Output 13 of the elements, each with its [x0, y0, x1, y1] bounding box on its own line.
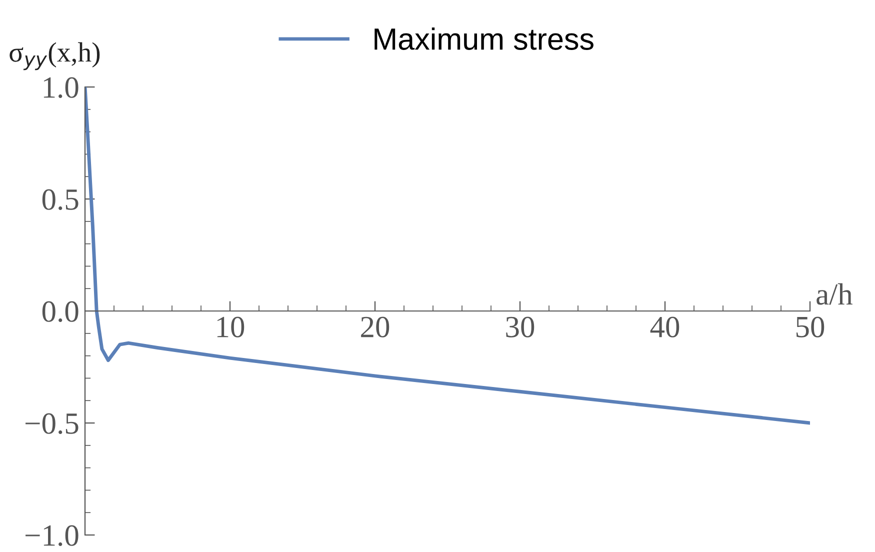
x-tick-label: 50: [796, 316, 824, 338]
y-tick-label: −1.0: [26, 525, 78, 546]
x-tick-label: 40: [650, 316, 680, 338]
x-tick-label: 10: [217, 316, 244, 338]
x-tick-label: 30: [506, 316, 534, 338]
y-tick-label: 1.0: [44, 77, 78, 98]
y-tick-label: 0.0: [42, 301, 78, 322]
legend-label: Maximum stress: [374, 28, 594, 50]
x-axis-title: a/h: [816, 283, 852, 305]
y-tick-label: −0.5: [26, 413, 78, 434]
y-tick-label: 0.5: [42, 189, 78, 210]
y-axis-title: σ$_{yy}$(x,h): [10, 42, 100, 70]
x-tick-label: 20: [361, 316, 390, 338]
